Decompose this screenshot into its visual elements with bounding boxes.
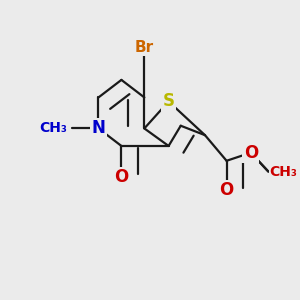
Text: Br: Br (135, 40, 154, 55)
Text: O: O (219, 182, 234, 200)
Text: S: S (163, 92, 175, 110)
Text: CH₃: CH₃ (40, 122, 68, 135)
Text: O: O (114, 168, 128, 186)
Text: O: O (244, 144, 258, 162)
Text: N: N (92, 119, 105, 137)
Text: CH₃: CH₃ (270, 165, 298, 178)
